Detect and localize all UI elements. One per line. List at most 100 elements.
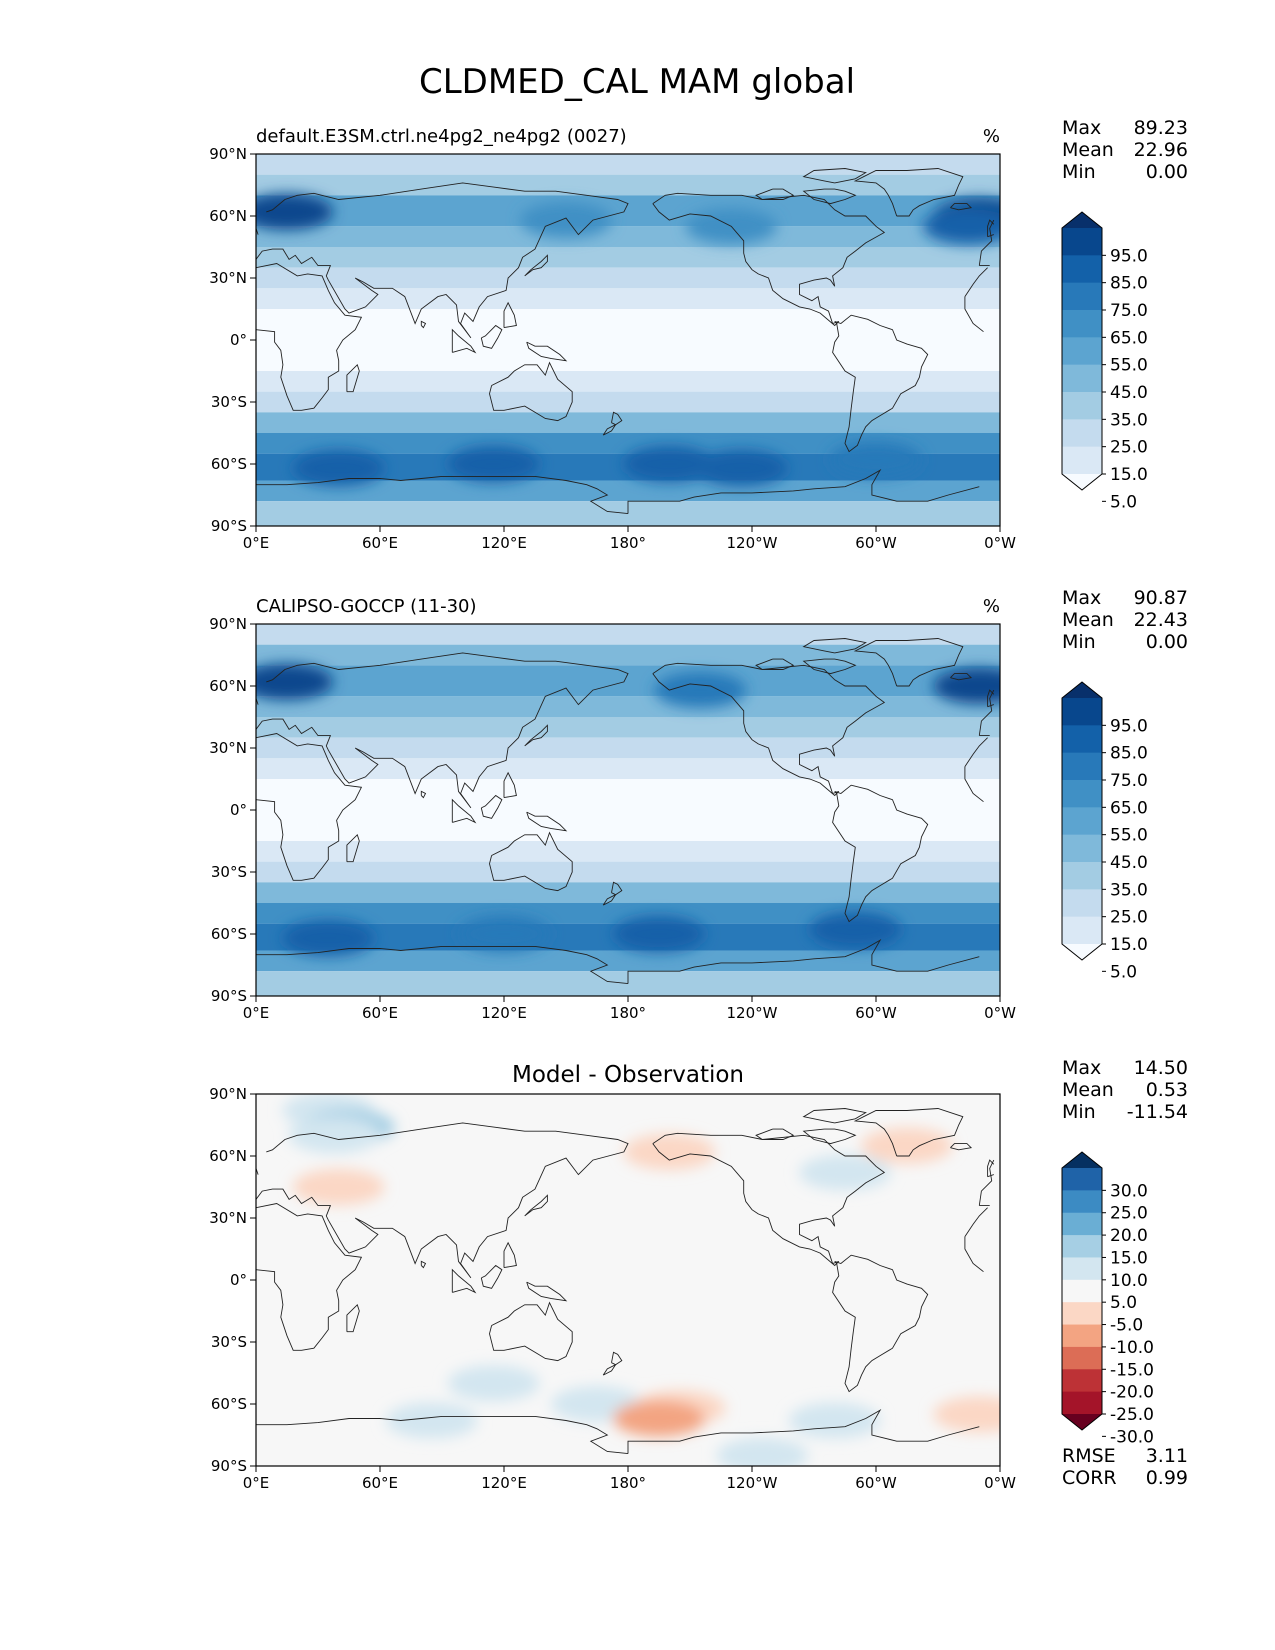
lon-tick-label: 0°W xyxy=(984,1474,1016,1492)
colorbar-segment xyxy=(1062,310,1102,338)
contour-feature-13 xyxy=(933,1396,1000,1433)
coastline-14 xyxy=(611,1351,623,1366)
colorbar-segment xyxy=(1062,725,1102,754)
stat-value: 0.53 xyxy=(1146,1079,1188,1101)
contour-feature-5 xyxy=(613,916,705,952)
lat-tick-label: 30°N xyxy=(209,739,247,757)
contour-feature-2 xyxy=(923,208,1000,245)
stat-label: Mean xyxy=(1062,139,1114,161)
coastline-4 xyxy=(832,1254,929,1393)
coastline-5 xyxy=(256,1408,980,1455)
stat-value: 14.50 xyxy=(1134,1057,1188,1079)
contour-field xyxy=(256,154,1000,526)
colorbar-segment xyxy=(1062,446,1102,475)
contour-feature-4 xyxy=(458,916,550,952)
colorbar: 30.0 25.020.015.0 10.05.0 -5.0-10.0-15.0 -20… xyxy=(1061,1151,1154,1447)
contour-feature-5 xyxy=(292,450,385,487)
contour-feature-3 xyxy=(292,1169,385,1205)
lat-band-4 xyxy=(256,717,1000,738)
contour-features xyxy=(256,663,1000,957)
lat-tick-label: 90°N xyxy=(209,1085,247,1103)
colorbar-segment xyxy=(1062,1391,1102,1415)
colorbar-label: 45.0 xyxy=(1110,383,1148,403)
lon-tick-label: 60°E xyxy=(362,1004,398,1022)
contour-feature-11 xyxy=(716,1437,809,1466)
colorbar-label: 15.0 xyxy=(1110,935,1148,955)
colorbar-label: 25.0 xyxy=(1110,1204,1148,1224)
lat-band-0 xyxy=(256,154,1000,175)
contour-feature-4 xyxy=(623,1133,716,1170)
lat-band-1 xyxy=(256,644,1000,666)
lat-tick-label: 90°S xyxy=(211,1457,247,1475)
colorbar-segment xyxy=(1062,282,1102,311)
stat-label: Min xyxy=(1062,631,1096,653)
colorbar-segment xyxy=(1062,1324,1102,1348)
coastline-3 xyxy=(652,662,886,797)
lat-band-1 xyxy=(256,174,1000,196)
contour-feature-3 xyxy=(520,202,612,239)
colorbar-label: 95.0 xyxy=(1110,246,1148,266)
contour-feature-9 xyxy=(830,441,922,478)
footer-stat-label: RMSE xyxy=(1062,1445,1116,1467)
stat-label: Max xyxy=(1062,587,1101,609)
coastline-20 xyxy=(503,771,517,799)
lon-tick-label: 60°W xyxy=(855,534,897,552)
colorbar-label: 30.0 xyxy=(1110,1181,1148,1201)
lon-tick-label: 180° xyxy=(610,534,646,552)
panel-left-title: CALIPSO-GOCCP (11-30) xyxy=(256,596,477,617)
contour-feature-7 xyxy=(447,1365,540,1402)
panel-left-title: default.E3SM.ctrl.ne4pg2_ne4pg2 (0027) xyxy=(256,126,627,147)
colorbar-label: 15.0 xyxy=(1110,1248,1148,1268)
colorbar-label: -5.0 xyxy=(1110,1316,1143,1336)
colorbar-segment xyxy=(1062,807,1102,836)
contour-feature-7 xyxy=(623,446,716,482)
lat-tick-label: 60°S xyxy=(211,1395,247,1413)
coastline-6 xyxy=(853,1108,964,1157)
coastlines xyxy=(256,168,995,515)
lon-tick-label: 120°E xyxy=(481,1474,527,1492)
lon-tick-label: 0°E xyxy=(243,1004,270,1022)
colorbar-label: 85.0 xyxy=(1110,744,1148,764)
colorbar-label: 25.0 xyxy=(1110,438,1148,458)
lat-tick-label: 30°S xyxy=(211,863,247,881)
coastline-18 xyxy=(346,1303,360,1333)
coastline-11 xyxy=(480,324,503,349)
lat-tick-label: 30°S xyxy=(211,1333,247,1351)
lat-tick-label: 60°S xyxy=(211,455,247,473)
coastline-2 xyxy=(489,361,573,422)
colorbar-label: 5.0 xyxy=(1110,962,1137,982)
lon-tick-label: 180° xyxy=(610,1004,646,1022)
colorbar-segment xyxy=(1062,1279,1102,1303)
colorbar-label: 35.0 xyxy=(1110,410,1148,430)
lon-tick-label: 60°E xyxy=(362,1474,398,1492)
colorbar-segment xyxy=(1062,1235,1102,1258)
coastline-3 xyxy=(652,1132,886,1267)
lat-band-11 xyxy=(256,903,1000,924)
colorbar-segment xyxy=(1062,419,1102,448)
contour-feature-14 xyxy=(385,1402,478,1439)
coastline-12 xyxy=(526,1281,568,1302)
lon-tick-label: 120°E xyxy=(481,1004,527,1022)
coastline-7 xyxy=(802,1128,857,1145)
coastline-2 xyxy=(489,1301,573,1362)
coastline-6 xyxy=(853,638,964,687)
stat-value: 90.87 xyxy=(1134,587,1188,609)
coastline-9 xyxy=(802,1108,867,1124)
colorbar-label: 15.0 xyxy=(1110,465,1148,485)
contour-feature-2 xyxy=(288,1117,381,1154)
contour-features xyxy=(282,1094,1000,1466)
colorbar-segment xyxy=(1062,752,1102,781)
contour-feature-6 xyxy=(447,446,540,482)
colorbar-extend-max xyxy=(1062,212,1102,228)
colorbar-extend-min xyxy=(1062,1414,1102,1430)
colorbar-label: -30.0 xyxy=(1110,1427,1154,1447)
colorbar-label: 85.0 xyxy=(1110,274,1148,294)
stat-label: Min xyxy=(1062,1101,1096,1123)
coastline-5 xyxy=(256,938,980,985)
lat-tick-label: 30°N xyxy=(209,269,247,287)
colorbar-label: 45.0 xyxy=(1110,853,1148,873)
colorbar-extend-max xyxy=(1062,682,1102,698)
coastline-15 xyxy=(602,423,617,436)
lon-tick-label: 0°W xyxy=(984,534,1016,552)
lat-band-5 xyxy=(256,267,1000,289)
